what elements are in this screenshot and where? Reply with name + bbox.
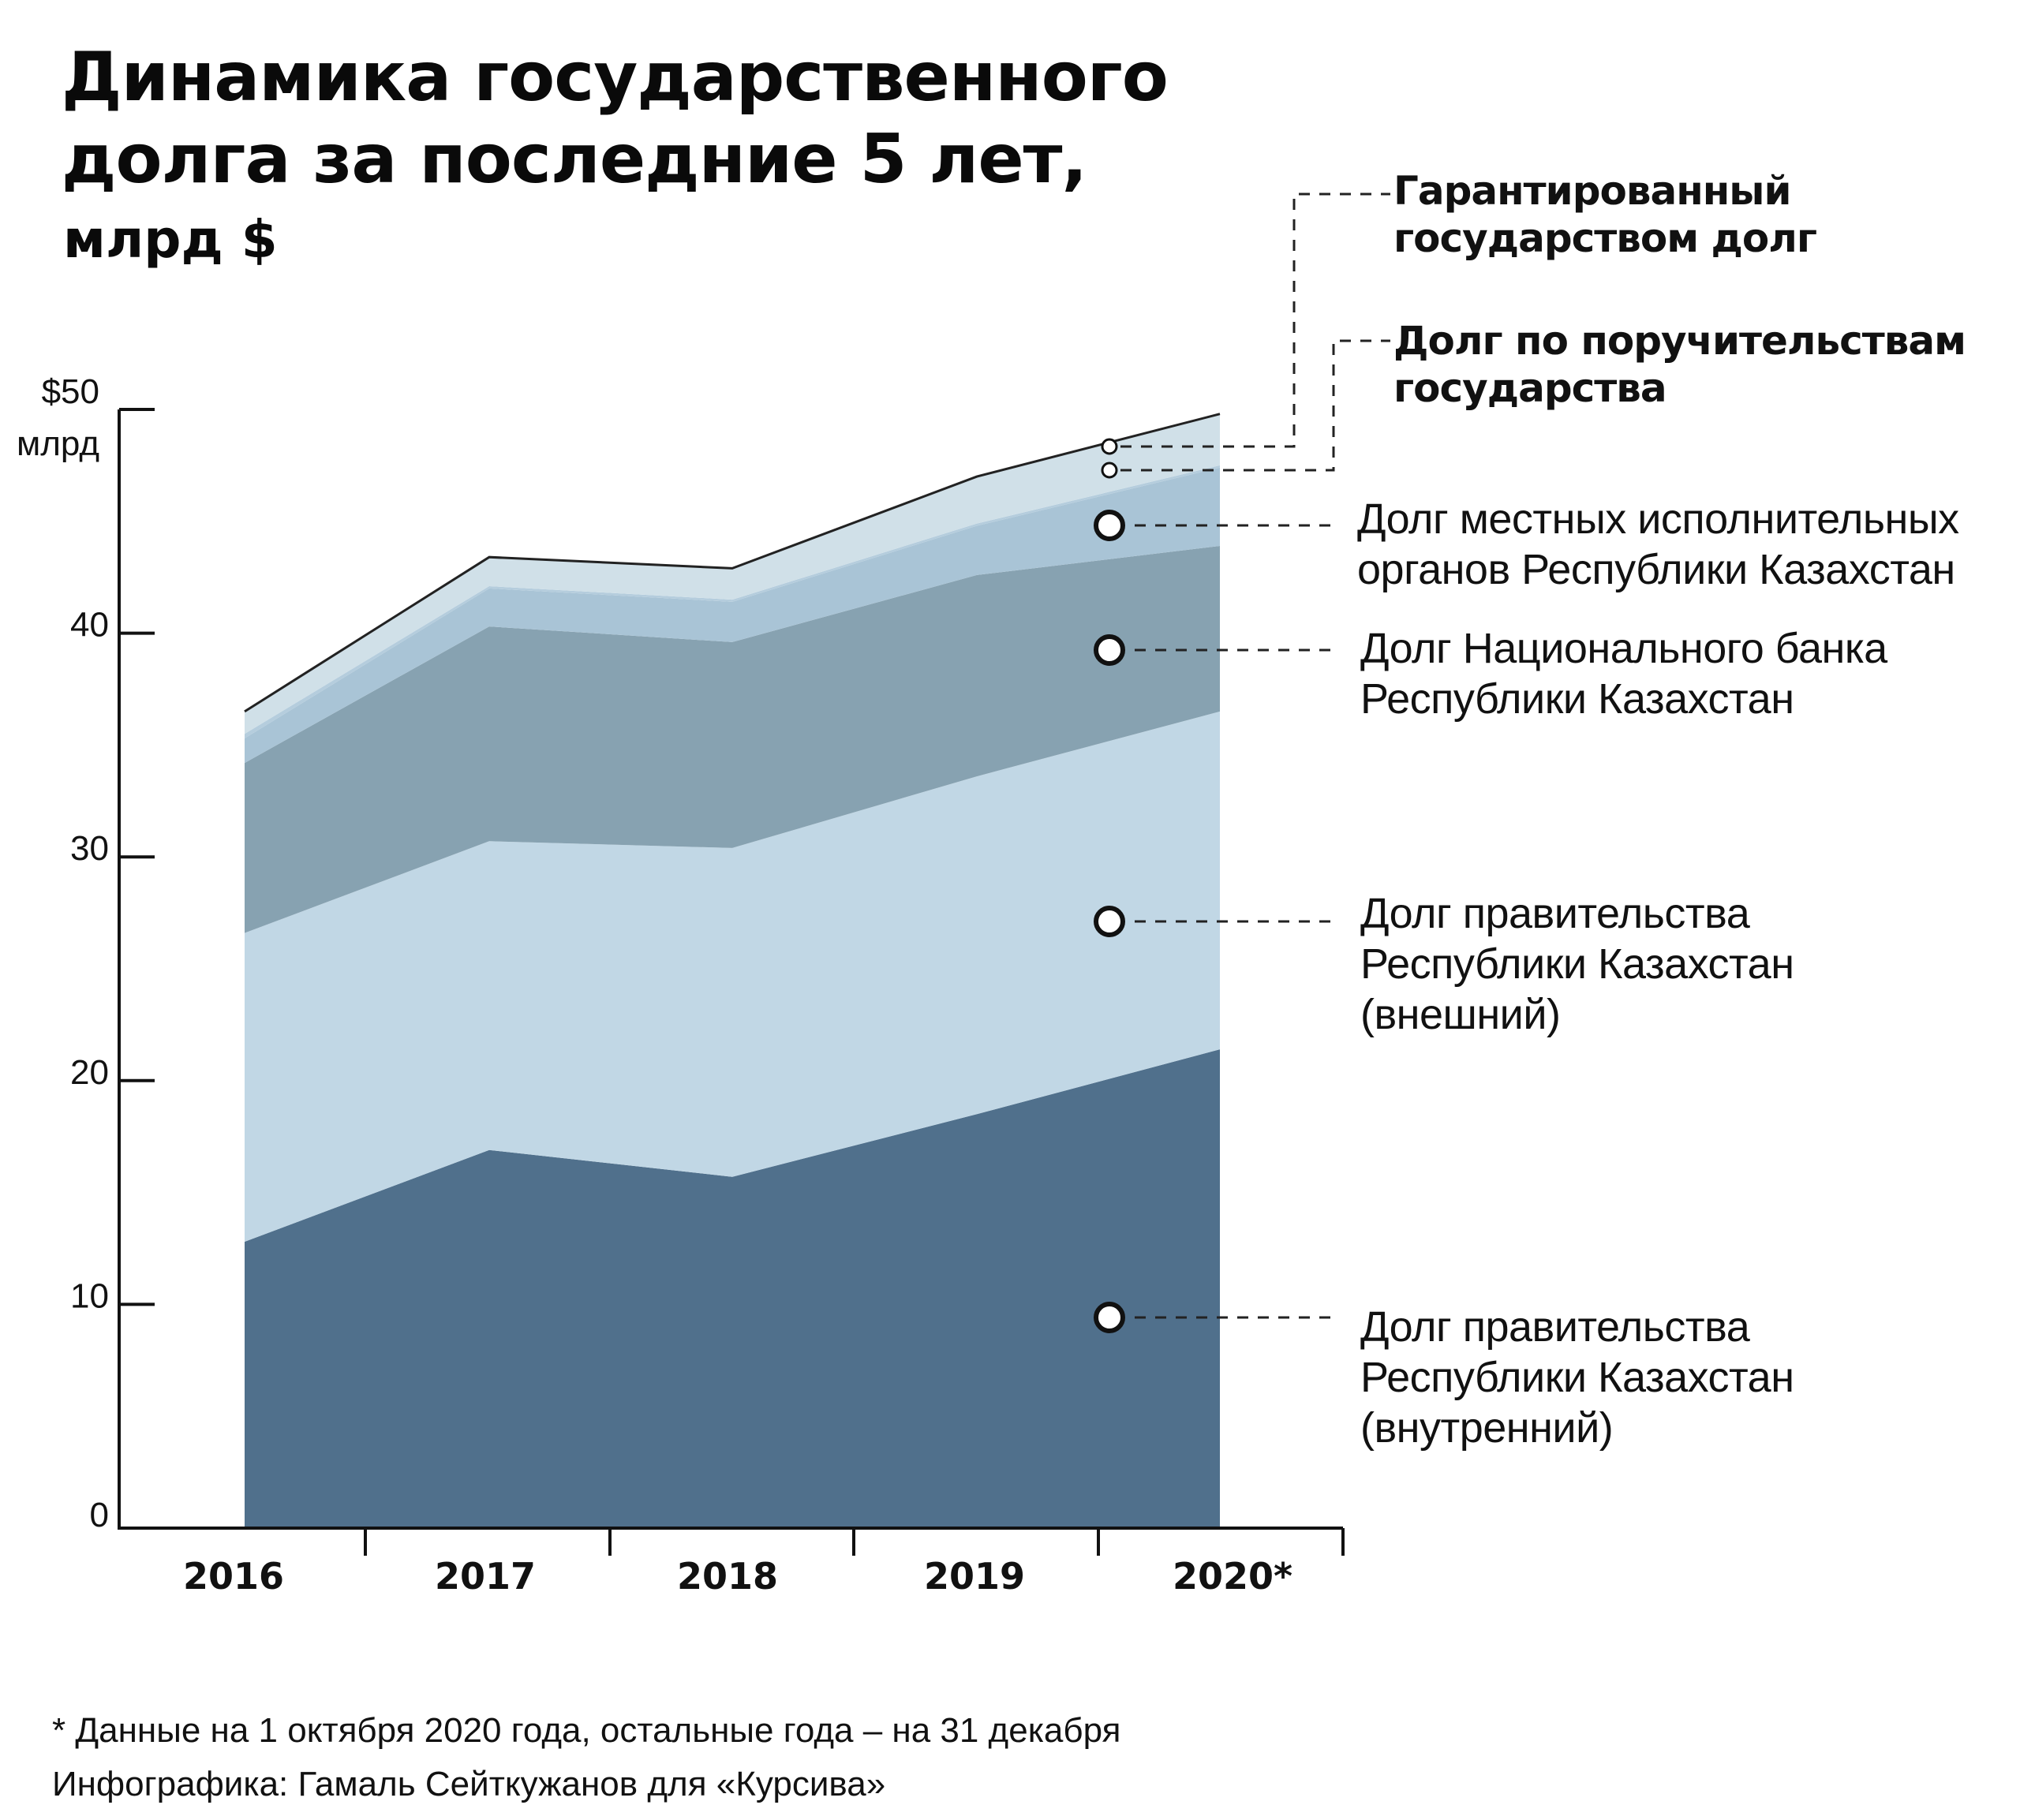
y-tick-label-30: 30 xyxy=(70,829,109,868)
axes: 0 10 20 30 40 $50 млрд 2016 2017 2018 2019 2020* xyxy=(17,372,1345,1598)
chart-subtitle: млрд $ xyxy=(63,209,278,270)
legend-label-2: Долг правительства Республики Казахстан … xyxy=(1360,890,1794,1038)
legend-marker-6 xyxy=(1101,438,1118,455)
x-tick-label-2017: 2017 xyxy=(435,1555,536,1598)
x-tick-label-2018: 2018 xyxy=(677,1555,778,1598)
legend-connector-6 xyxy=(1120,192,1390,448)
area-series-4 xyxy=(245,467,1220,764)
y-tick-label-20: 20 xyxy=(70,1053,109,1092)
area-series-5 xyxy=(245,465,1220,738)
area-series-2 xyxy=(245,711,1220,1242)
legend-marker-2 xyxy=(1094,906,1125,937)
total-outline xyxy=(244,413,1221,713)
y-tick-label-10: 10 xyxy=(70,1276,109,1315)
legend-label-5: Долг по поручительствам государства xyxy=(1393,318,1966,411)
y-tick-label-40: 40 xyxy=(70,606,109,645)
legend-marker-3 xyxy=(1094,634,1125,666)
x-tick-label-2019: 2019 xyxy=(924,1555,1025,1598)
legend-marker-5 xyxy=(1101,462,1118,479)
legend-label-6: Гарантированный государством долг xyxy=(1393,168,1817,261)
area-series-3 xyxy=(245,546,1220,933)
area-series-1 xyxy=(245,1049,1220,1528)
x-tick-label-2016: 2016 xyxy=(183,1555,284,1598)
legend-label-4: Долг местных исполнительных органов Респ… xyxy=(1357,495,1959,593)
chart-title: Динамика государственного долга за после… xyxy=(62,36,1169,200)
credit-line: Инфографика: Гамаль Сейткужанов для «Кур… xyxy=(52,1765,886,1803)
legend-connectors xyxy=(1094,192,1390,1333)
x-tick-label-2020: 2020* xyxy=(1173,1555,1292,1598)
legend-marker-1 xyxy=(1094,1302,1125,1333)
y-tick-label-50: $50 млрд xyxy=(17,372,99,463)
legend-label-3: Долг Национального банка Республики Каза… xyxy=(1360,625,1887,723)
footnote: * Данные на 1 октября 2020 года, остальн… xyxy=(52,1711,1121,1750)
legend-label-1: Долг правительства Республики Казахстан … xyxy=(1360,1303,1794,1452)
area-layers xyxy=(244,413,1221,1528)
area-series-6 xyxy=(245,413,1220,734)
legend-connector-5 xyxy=(1120,339,1390,472)
legend-marker-4 xyxy=(1094,510,1125,541)
chart-title-line-1: Динамика государственного долга за после… xyxy=(62,38,1169,199)
y-tick-label-0: 0 xyxy=(90,1496,109,1534)
